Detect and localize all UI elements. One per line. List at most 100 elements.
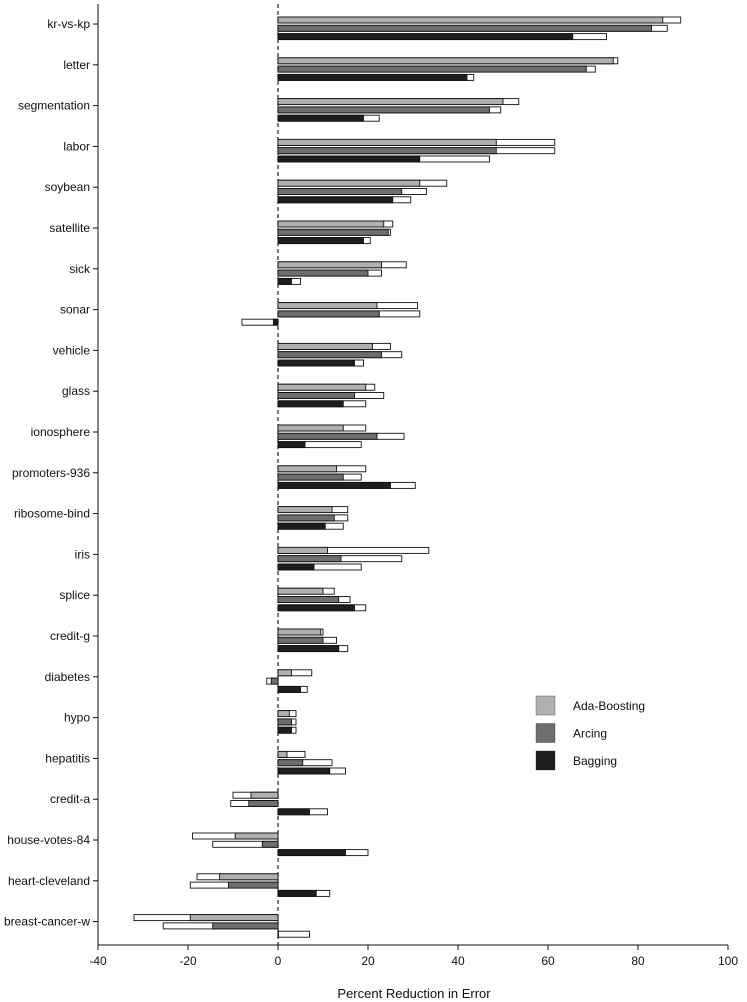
bar-bagging-heart-cleveland	[277, 889, 317, 897]
bar-ada-boosting-letter	[277, 57, 614, 65]
x-tick-label: 60	[541, 954, 555, 968]
bar-arcing-sonar	[277, 310, 380, 318]
bar-bagging-credit-a	[277, 808, 310, 816]
bar-ada-boosting-splice	[277, 587, 324, 595]
category-label: sonar	[60, 303, 90, 317]
x-tick-label: -40	[89, 954, 107, 968]
category-label: promoters-936	[12, 466, 90, 480]
category-label: kr-vs-kp	[47, 17, 90, 31]
category-label: breast-cancer-w	[4, 915, 90, 929]
bar-ada-boosting-breast-cancer-w	[189, 914, 279, 922]
bar-ada-boosting-ionosphere	[277, 424, 344, 432]
bar-ada-boosting-soybean	[277, 179, 421, 187]
bar-bagging-credit-g	[277, 645, 340, 653]
bar-arcing-splice	[277, 596, 340, 603]
legend-swatch-bagging	[535, 750, 556, 771]
bar-bagging-kr-vs-kp	[277, 33, 574, 41]
category-label: labor	[63, 139, 90, 153]
bar-bagging-glass	[277, 400, 344, 408]
legend-label-bagging: Bagging	[573, 754, 617, 768]
category-label: ionosphere	[31, 425, 91, 439]
bar-arcing-kr-vs-kp	[277, 24, 652, 32]
bar-ada-boosting-credit-g	[277, 628, 322, 636]
bar-arcing-ionosphere	[277, 432, 378, 440]
bar-arcing-letter	[277, 65, 587, 73]
bar-bagging-labor	[277, 155, 421, 163]
bar-bagging-sonar	[273, 318, 279, 326]
bar-ada-boosting-glass	[277, 383, 367, 391]
bar-bagging-breast-cancer-w	[277, 930, 279, 938]
category-label: satellite	[49, 221, 90, 235]
bar-outline-bagging-sonar	[241, 318, 279, 326]
x-tick-label: 20	[361, 954, 375, 968]
bar-ada-boosting-diabetes	[277, 669, 292, 677]
bar-ada-boosting-segmentation	[277, 98, 504, 106]
category-label: vehicle	[53, 343, 91, 357]
bar-arcing-house-votes-84	[261, 840, 279, 848]
bar-bagging-iris	[277, 563, 315, 571]
bar-bagging-soybean	[277, 196, 394, 204]
bar-arcing-credit-g	[277, 636, 324, 644]
bar-ada-boosting-heart-cleveland	[219, 873, 279, 881]
bar-ada-boosting-vehicle	[277, 342, 373, 350]
bar-arcing-heart-cleveland	[228, 881, 279, 889]
legend-label-arcing: Arcing	[573, 727, 607, 741]
bar-bagging-ribosome-bind	[277, 522, 326, 530]
bar-bagging-promoters-936	[277, 481, 391, 489]
category-label: sick	[69, 262, 91, 276]
bar-arcing-hypo	[277, 718, 292, 726]
bar-arcing-diabetes	[270, 677, 279, 685]
bar-ada-boosting-labor	[277, 138, 497, 146]
legend: Ada-Boosting Arcing Bagging	[535, 695, 645, 771]
bar-ada-boosting-hypo	[277, 710, 290, 718]
x-axis-label: Percent Reduction in Error	[337, 986, 491, 1001]
category-label: heart-cleveland	[8, 874, 90, 888]
legend-swatch-arcing	[535, 723, 556, 743]
category-label: iris	[75, 547, 90, 561]
category-label: diabetes	[45, 670, 90, 684]
bar-ada-boosting-ribosome-bind	[277, 506, 333, 514]
bar-arcing-hepatitis	[277, 759, 304, 767]
category-labels-layer: kr-vs-kp letter segmentation labor soybean sa…	[4, 17, 98, 929]
x-tick-label: 80	[631, 954, 645, 968]
legend-swatch-ada-boosting	[535, 695, 556, 716]
bar-arcing-promoters-936	[277, 473, 344, 481]
bar-arcing-segmentation	[277, 106, 490, 114]
x-tick-label: 0	[275, 954, 282, 968]
bar-arcing-satellite	[277, 228, 389, 236]
category-label: credit-a	[50, 792, 90, 806]
bars-layer	[133, 16, 682, 938]
bar-bagging-ionosphere	[277, 441, 306, 449]
category-label: house-votes-84	[7, 833, 90, 847]
bar-bagging-satellite	[277, 237, 364, 245]
category-label: glass	[62, 384, 90, 398]
bar-ada-boosting-sonar	[277, 302, 378, 310]
bar-arcing-breast-cancer-w	[212, 922, 279, 930]
legend-label-ada-boosting: Ada-Boosting	[573, 699, 645, 713]
category-label: ribosome-bind	[14, 507, 90, 521]
bar-ada-boosting-satellite	[277, 220, 385, 228]
bar-bagging-segmentation	[277, 114, 364, 122]
bar-bagging-vehicle	[277, 359, 355, 367]
category-label: soybean	[45, 180, 90, 194]
x-tick-label: 100	[718, 954, 738, 968]
bar-arcing-vehicle	[277, 351, 382, 359]
bar-bagging-sick	[277, 277, 292, 285]
category-label: letter	[63, 58, 90, 72]
bar-arcing-labor	[277, 147, 497, 155]
category-label: credit-g	[50, 629, 90, 643]
bar-bagging-letter	[277, 73, 468, 81]
bar-ada-boosting-hepatitis	[277, 750, 288, 758]
bar-ada-boosting-promoters-936	[277, 465, 337, 473]
bar-arcing-glass	[277, 392, 355, 399]
category-label: hypo	[64, 711, 90, 725]
x-tick-label: -20	[179, 954, 197, 968]
bar-bagging-house-votes-84	[277, 849, 346, 857]
bar-ada-boosting-kr-vs-kp	[277, 16, 664, 24]
category-label: splice	[59, 588, 90, 602]
bar-outline-bagging-breast-cancer-w	[277, 930, 310, 938]
bar-arcing-soybean	[277, 188, 403, 195]
bar-arcing-sick	[277, 269, 369, 277]
bar-ada-boosting-house-votes-84	[234, 832, 279, 840]
